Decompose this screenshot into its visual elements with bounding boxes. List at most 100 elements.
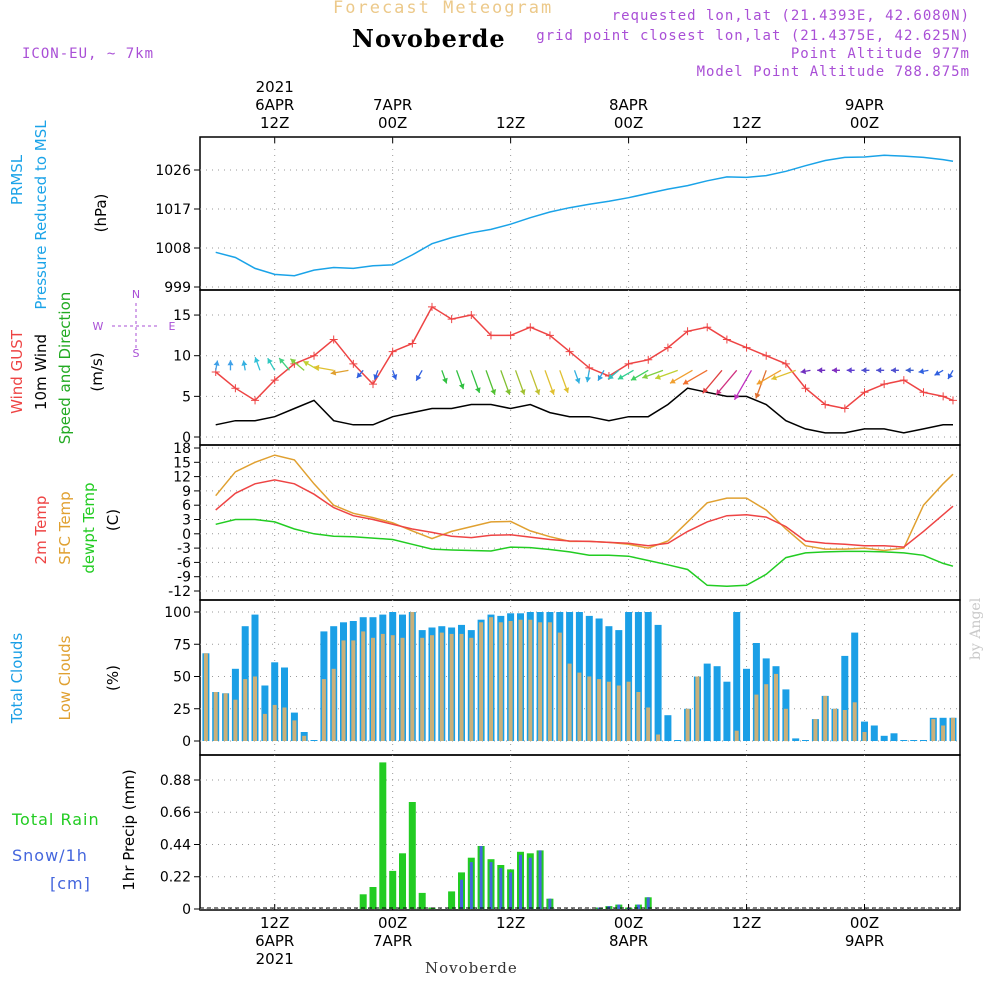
gust-marker bbox=[486, 331, 495, 340]
wind-arrow-head bbox=[314, 364, 320, 371]
temp-2m-label: 2m Temp bbox=[32, 496, 50, 565]
top-time-label: 8APR bbox=[609, 96, 648, 114]
compass-west: W bbox=[93, 320, 104, 333]
wind-arrow-head bbox=[241, 360, 248, 366]
gust-marker bbox=[388, 347, 397, 356]
total-cloud-bar bbox=[674, 740, 682, 741]
wind-arrow-head bbox=[303, 361, 310, 367]
bottom-time-label: 2021 bbox=[256, 950, 294, 968]
low-cloud-bar bbox=[538, 622, 543, 741]
low-cloud-bar bbox=[351, 640, 356, 741]
gust-marker bbox=[447, 315, 456, 324]
gust-marker bbox=[880, 380, 889, 389]
ytick-label-clouds: 50 bbox=[173, 670, 191, 686]
total-cloud-bar bbox=[713, 666, 721, 741]
wind-arrow-head bbox=[734, 393, 740, 400]
total-cloud-bar bbox=[703, 663, 711, 741]
low-cloud-bar bbox=[567, 663, 572, 741]
snow-bar bbox=[617, 904, 621, 909]
gust-marker bbox=[545, 331, 554, 340]
total-clouds-label: Total Clouds bbox=[8, 633, 26, 725]
snow-label: Snow/1h bbox=[12, 846, 88, 865]
bottom-time-label: 9APR bbox=[845, 932, 884, 950]
total-cloud-bar bbox=[910, 740, 918, 741]
low-cloud-bar bbox=[616, 685, 621, 741]
total-cloud-bar bbox=[880, 735, 888, 741]
gust-marker bbox=[762, 351, 771, 360]
low-cloud-bar bbox=[783, 708, 788, 742]
snow-bar bbox=[538, 850, 542, 909]
ytick-label-temperature: 12 bbox=[173, 470, 191, 486]
dewpoint-line bbox=[215, 518, 954, 587]
low-cloud-bar bbox=[685, 708, 690, 742]
wind-arrow-head bbox=[608, 373, 614, 380]
compass-north: N bbox=[132, 288, 140, 301]
total-cloud-bar bbox=[310, 740, 318, 741]
total-rain-label: Total Rain bbox=[11, 810, 100, 829]
gust-marker bbox=[427, 302, 436, 311]
gust-marker bbox=[329, 335, 338, 344]
bottom-time-label: 00Z bbox=[850, 914, 879, 932]
low-cloud-bar bbox=[862, 732, 867, 741]
wind-arrow-head bbox=[585, 376, 591, 383]
rain-bar bbox=[408, 802, 416, 909]
gust-marker bbox=[624, 359, 633, 368]
total-cloud-bar bbox=[870, 725, 878, 741]
gust-marker bbox=[683, 327, 692, 336]
wind-arrow-head bbox=[213, 360, 220, 366]
low-cloud-bar bbox=[203, 653, 208, 741]
gust-marker bbox=[840, 404, 849, 413]
wind-unit: (m/s) bbox=[88, 352, 106, 391]
top-time-label: 00Z bbox=[850, 114, 879, 132]
wind-arrow-head bbox=[330, 369, 337, 376]
ytick-label-temperature: -9 bbox=[177, 570, 191, 586]
total-cloud-bar bbox=[743, 668, 750, 741]
low-clouds-label: Low Clouds bbox=[56, 635, 74, 720]
low-cloud-bar bbox=[646, 707, 651, 741]
total-cloud-bar bbox=[841, 655, 849, 741]
gust-marker bbox=[663, 343, 672, 352]
total-cloud-bar bbox=[890, 733, 898, 741]
low-cloud-bar bbox=[410, 612, 415, 741]
gust-marker bbox=[781, 359, 790, 368]
gust-marker bbox=[703, 323, 712, 332]
rain-bar bbox=[399, 853, 406, 909]
total-cloud-bar bbox=[900, 740, 908, 741]
wind-arrow-head bbox=[905, 367, 911, 374]
bottom-time-label: 12Z bbox=[260, 914, 289, 932]
gust-marker bbox=[919, 388, 928, 397]
low-cloud-bar bbox=[518, 619, 523, 741]
low-cloud-bar bbox=[557, 632, 562, 741]
wind-arrow-head bbox=[563, 387, 570, 393]
bottom-time-label: 12Z bbox=[496, 914, 525, 932]
ytick-label-temperature: 3 bbox=[182, 513, 191, 529]
footer-location: Novoberde bbox=[425, 959, 518, 977]
ytick-label-clouds: 25 bbox=[173, 702, 191, 718]
point-altitude: Point Altitude 977m bbox=[790, 46, 970, 62]
wind-arrow-head bbox=[771, 374, 777, 381]
low-cloud-bar bbox=[479, 622, 484, 741]
low-cloud-bar bbox=[577, 672, 582, 741]
gust-marker bbox=[506, 331, 515, 340]
wind-direction-label: Speed and Direction bbox=[56, 292, 74, 445]
wind-arrow-head bbox=[716, 389, 722, 395]
panel-frame-pressure bbox=[199, 136, 961, 291]
gust-marker bbox=[310, 351, 319, 360]
low-cloud-bar bbox=[823, 695, 828, 741]
wind-arrow bbox=[755, 370, 767, 399]
ytick-label-temperature: 6 bbox=[182, 498, 191, 514]
low-cloud-bar bbox=[498, 622, 503, 741]
low-cloud-bar bbox=[528, 619, 533, 741]
ytick-label-precip: 0.88 bbox=[160, 773, 191, 789]
closest-coords: grid point closest lon,lat (21.4375E, 42… bbox=[536, 28, 970, 44]
low-cloud-bar bbox=[272, 704, 277, 741]
top-time-label: 00Z bbox=[614, 114, 643, 132]
wind-arrow-head bbox=[227, 360, 234, 366]
wind-arrow-head bbox=[519, 389, 526, 395]
low-cloud-bar bbox=[420, 637, 425, 741]
precip-unit: 1hr Precip (mm) bbox=[120, 769, 138, 890]
ytick-label-temperature: 15 bbox=[173, 455, 191, 471]
rain-bar bbox=[418, 892, 426, 909]
total-cloud-bar bbox=[281, 667, 288, 741]
gust-marker bbox=[722, 335, 731, 344]
